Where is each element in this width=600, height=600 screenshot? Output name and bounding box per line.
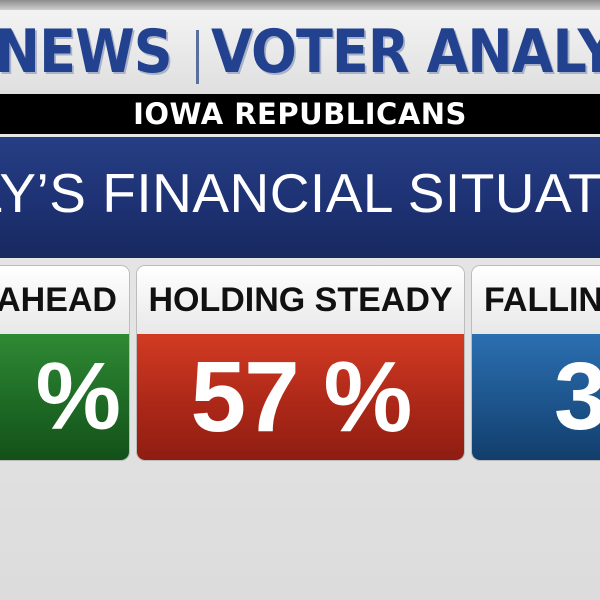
- result-card-holding-steady: HOLDING STEADY 57 %: [137, 266, 464, 460]
- logo-divider: [196, 30, 199, 84]
- state-subtitle: IOWA REPUBLICANS: [0, 94, 600, 134]
- question-title-band: FAMILY’S FINANCIAL SITUATION: [0, 137, 600, 258]
- result-label: HOLDING STEADY: [137, 266, 464, 334]
- result-percent: %: [0, 334, 129, 460]
- network-logo-bar: X NEWS VOTER ANALY: [0, 10, 600, 94]
- network-logo: X NEWS: [0, 17, 173, 87]
- voter-analysis-logo: VOTER ANALY: [211, 17, 600, 87]
- result-label: AHEAD: [0, 266, 129, 334]
- result-card-falling-behind: FALLIN 3: [472, 266, 600, 460]
- result-label: FALLIN: [472, 266, 600, 334]
- result-percent: 57 %: [137, 334, 464, 460]
- result-percent: 3: [472, 334, 600, 460]
- question-title: FAMILY’S FINANCIAL SITUATION: [0, 162, 600, 224]
- top-strip: [0, 0, 600, 10]
- result-card-getting-ahead: AHEAD %: [0, 266, 129, 460]
